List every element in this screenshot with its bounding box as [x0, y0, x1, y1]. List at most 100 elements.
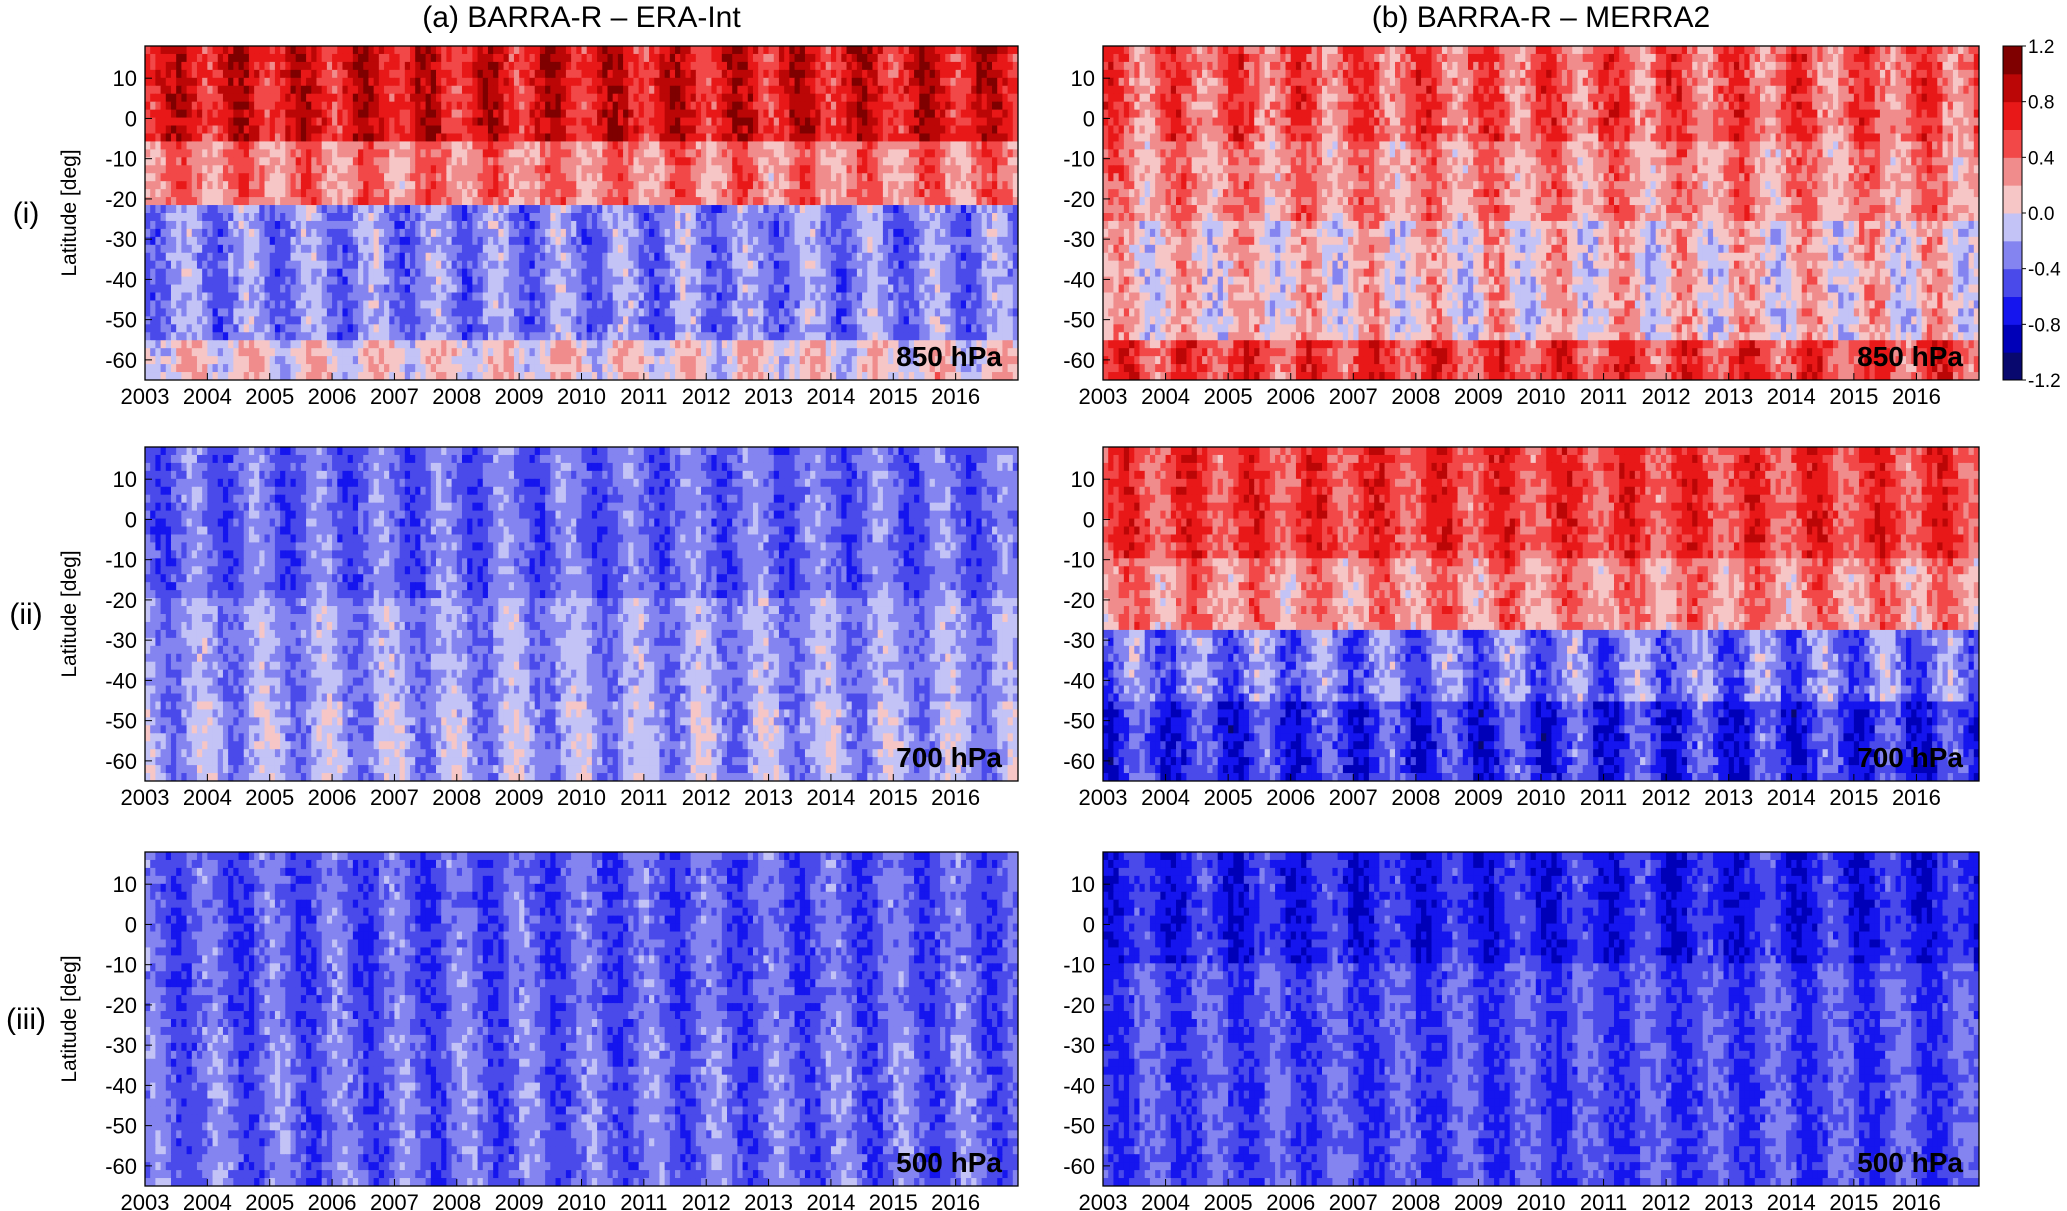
x-tick-label: 2007 — [1329, 1190, 1378, 1211]
x-tick-label: 2007 — [370, 785, 419, 810]
y-tick-label: 10 — [1071, 872, 1095, 897]
x-tick-label: 2016 — [1892, 1190, 1941, 1211]
x-tick-label: 2006 — [1266, 384, 1315, 409]
x-tick-label: 2003 — [121, 785, 170, 810]
x-tick-label: 2008 — [1391, 384, 1440, 409]
x-tick-label: 2012 — [682, 384, 731, 409]
pressure-level-label: 500 hPa — [896, 1147, 1002, 1178]
y-tick-label: -60 — [105, 749, 137, 774]
y-axis-label: Latitude [deg] — [58, 955, 81, 1082]
y-tick-label: -50 — [1063, 709, 1095, 734]
x-tick-label: 2007 — [1329, 785, 1378, 810]
x-tick-label: 2003 — [121, 1190, 170, 1211]
x-tick-label: 2004 — [183, 384, 232, 409]
x-tick-label: 2008 — [1391, 1190, 1440, 1211]
y-tick-label: -40 — [1063, 267, 1095, 292]
pressure-level-label: 500 hPa — [1857, 1147, 1963, 1178]
row-label: (iii) — [6, 1003, 46, 1036]
y-tick-label: -10 — [1063, 953, 1095, 978]
row-label: (ii) — [9, 598, 42, 631]
colorbar-segment — [2003, 240, 2022, 270]
x-tick-label: 2014 — [806, 785, 855, 810]
x-tick-label: 2006 — [1266, 1190, 1315, 1211]
y-tick-label: -30 — [105, 628, 137, 653]
colorbar-tick-label: -0.8 — [2028, 315, 2061, 336]
y-tick-label: -40 — [1063, 668, 1095, 693]
y-tick-label: -10 — [105, 548, 137, 573]
y-tick-label: -20 — [1063, 588, 1095, 613]
y-tick-label: -40 — [105, 1073, 137, 1098]
y-tick-label: -30 — [105, 227, 137, 252]
x-tick-label: 2015 — [1829, 1190, 1878, 1211]
x-tick-label: 2005 — [245, 384, 294, 409]
x-tick-label: 2013 — [1704, 384, 1753, 409]
y-tick-label: -30 — [1063, 1033, 1095, 1058]
x-tick-label: 2010 — [557, 785, 606, 810]
x-tick-label: 2008 — [432, 785, 481, 810]
x-tick-label: 2005 — [1204, 1190, 1253, 1211]
x-tick-label: 2009 — [1454, 1190, 1503, 1211]
x-tick-label: 2009 — [495, 384, 544, 409]
y-tick-label: -60 — [105, 348, 137, 373]
x-tick-label: 2012 — [682, 1190, 731, 1211]
x-tick-label: 2011 — [620, 785, 667, 810]
x-tick-label: 2013 — [744, 384, 793, 409]
x-tick-label: 2003 — [1079, 1190, 1128, 1211]
colorbar-tick-label: 1.2 — [2028, 37, 2054, 58]
x-tick-label: 2015 — [869, 785, 918, 810]
y-tick-label: 10 — [113, 872, 137, 897]
x-tick-label: 2013 — [1704, 1190, 1753, 1211]
x-tick-label: 2010 — [1517, 384, 1566, 409]
x-tick-label: 2007 — [370, 1190, 419, 1211]
x-tick-label: 2007 — [1329, 384, 1378, 409]
y-tick-label: -20 — [1063, 187, 1095, 212]
x-tick-label: 2005 — [1204, 384, 1253, 409]
colorbar: 1.2 0.8 0.4 0.0 -0.4 -0.8 -1.2 — [2002, 37, 2061, 392]
x-tick-label: 2013 — [744, 785, 793, 810]
y-tick-label: 10 — [113, 467, 137, 492]
x-tick-label: 2008 — [432, 1190, 481, 1211]
colorbar-segment — [2003, 296, 2022, 325]
panel-ii-b: 2003 2004 2005 2006 2007 2008 2009 2010 2011 2012… — [1063, 446, 1980, 810]
y-tick-label: -10 — [1063, 147, 1095, 172]
x-tick-label: 2011 — [1580, 384, 1627, 409]
anomaly-field — [145, 852, 1018, 1186]
colorbar-segment — [2003, 73, 2022, 103]
y-tick-label: 0 — [1083, 507, 1095, 532]
y-tick-label: -10 — [105, 147, 137, 172]
x-tick-label: 2012 — [1642, 384, 1691, 409]
anomaly-field — [1103, 852, 1979, 1186]
panel-ii-a: 2003 2004 2005 2006 2007 2008 2009 2010 2011 2012… — [9, 446, 1019, 810]
x-tick-label: 2012 — [1642, 1190, 1691, 1211]
x-tick-label: 2014 — [1767, 384, 1816, 409]
x-tick-label: 2005 — [245, 1190, 294, 1211]
y-tick-label: -30 — [1063, 227, 1095, 252]
x-tick-label: 2016 — [931, 785, 980, 810]
y-tick-label: -60 — [1063, 1154, 1095, 1179]
y-tick-label: 0 — [125, 507, 137, 532]
colorbar-tick-label: 0.4 — [2028, 148, 2055, 169]
x-tick-label: 2006 — [308, 785, 357, 810]
x-tick-label: 2008 — [432, 384, 481, 409]
y-tick-label: 0 — [1083, 912, 1095, 937]
y-axis-label: Latitude [deg] — [58, 550, 81, 677]
colorbar-segment — [2003, 185, 2022, 214]
x-tick-label: 2004 — [1141, 785, 1190, 810]
colorbar-segment — [2003, 46, 2022, 75]
x-tick-label: 2009 — [495, 1190, 544, 1211]
x-tick-label: 2011 — [620, 1190, 667, 1211]
y-tick-label: -20 — [105, 993, 137, 1018]
colorbar-segment — [2003, 352, 2022, 381]
panel-i-a: 2003 2004 2005 2006 2007 2008 2009 2010 2011 2012… — [13, 1, 1019, 409]
x-tick-label: 2016 — [1892, 785, 1941, 810]
x-tick-label: 2011 — [1580, 1190, 1627, 1211]
x-tick-label: 2014 — [806, 1190, 855, 1211]
x-tick-label: 2014 — [806, 384, 855, 409]
colorbar-tick-label: 0.8 — [2028, 93, 2054, 114]
x-tick-label: 2006 — [1266, 785, 1315, 810]
colorbar-segment — [2003, 268, 2022, 297]
x-tick-label: 2016 — [931, 384, 980, 409]
x-tick-label: 2015 — [869, 384, 918, 409]
x-tick-label: 2014 — [1767, 1190, 1816, 1211]
x-tick-label: 2006 — [308, 1190, 357, 1211]
